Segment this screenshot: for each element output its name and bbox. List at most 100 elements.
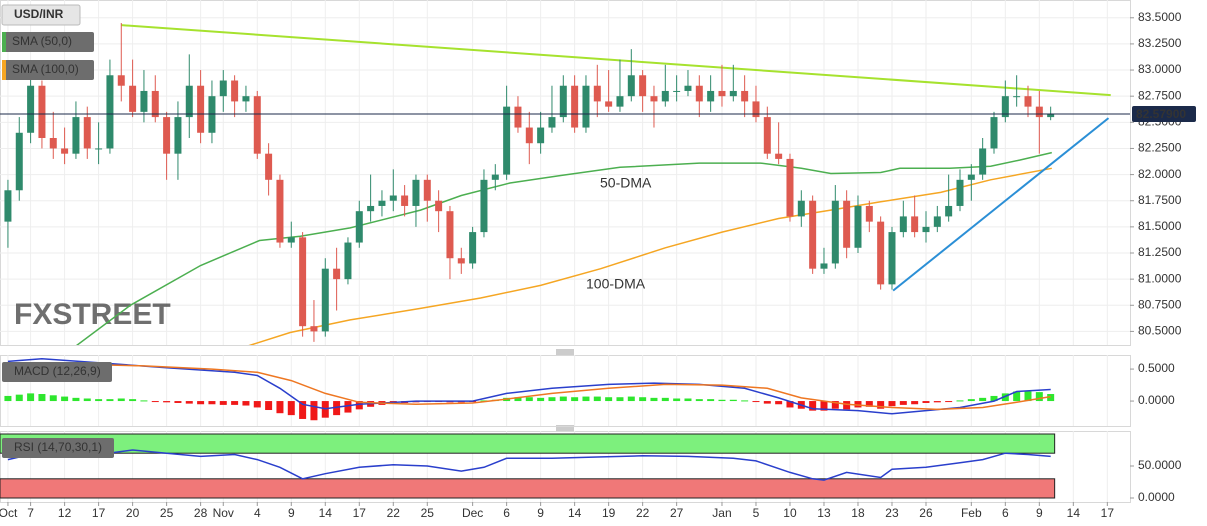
histogram-bar xyxy=(548,397,556,402)
x-tick-label: Nov xyxy=(213,506,234,520)
histogram-bar xyxy=(15,394,23,402)
histogram-bar xyxy=(242,401,250,406)
candle-body xyxy=(117,75,125,86)
histogram-bar xyxy=(299,401,307,419)
candle-body xyxy=(480,179,488,233)
histogram-bar xyxy=(49,395,57,402)
histogram-bar xyxy=(831,401,839,409)
x-tick-label: 6 xyxy=(503,506,510,520)
candle-body xyxy=(344,242,352,280)
x-tick-label: 25 xyxy=(160,506,174,520)
candle-body xyxy=(1001,96,1009,118)
histogram-bar xyxy=(1047,394,1055,402)
histogram-bar xyxy=(979,397,987,402)
y-tick-label: 0.0000 xyxy=(1138,490,1175,504)
histogram-bar xyxy=(775,401,783,405)
histogram-bar xyxy=(61,396,69,402)
histogram-bar xyxy=(865,401,873,407)
candle-body xyxy=(95,148,103,150)
x-tick-label: 12 xyxy=(58,506,72,520)
candle-body xyxy=(616,96,624,107)
candle-body xyxy=(333,268,341,280)
candle-body xyxy=(265,153,273,180)
histogram-bar xyxy=(820,401,828,411)
candle-body xyxy=(775,153,783,159)
candle-body xyxy=(605,101,613,107)
candle-body xyxy=(673,90,681,92)
candle-body xyxy=(287,237,295,243)
histogram-bar xyxy=(843,401,851,410)
candle-body xyxy=(140,90,148,112)
candle-body xyxy=(786,158,794,217)
candle-body xyxy=(435,200,443,212)
legend-box xyxy=(2,60,94,80)
histogram-bar xyxy=(684,398,692,402)
histogram-bar xyxy=(559,396,567,402)
last-price-box xyxy=(1132,106,1196,123)
candle-body xyxy=(83,117,91,149)
histogram-bar xyxy=(763,401,771,404)
plot-area xyxy=(4,355,1108,426)
histogram-bar xyxy=(276,401,284,414)
x-tick-label: Jan xyxy=(712,506,731,520)
candle-body xyxy=(797,200,805,217)
x-tick-label: 27 xyxy=(670,506,684,520)
histogram-bar xyxy=(72,397,80,402)
histogram-bar xyxy=(809,401,817,411)
candle-body xyxy=(15,132,23,191)
last-price-label: 82.57900 xyxy=(1136,107,1186,121)
series-line xyxy=(75,151,1052,345)
candle-body xyxy=(639,75,647,97)
histogram-bar xyxy=(480,400,488,402)
histogram-bar xyxy=(1035,392,1043,402)
candle-body xyxy=(741,90,749,102)
histogram-bar xyxy=(163,401,171,403)
candle-body xyxy=(956,179,964,206)
histogram-bar xyxy=(106,399,114,402)
legend-label: SMA (50,0) xyxy=(12,34,72,48)
histogram-bar xyxy=(310,401,318,421)
candle-body xyxy=(367,205,375,212)
rsi-band xyxy=(0,433,1056,454)
histogram-bar xyxy=(344,401,352,413)
candle-body xyxy=(707,90,715,102)
series-line xyxy=(7,358,1051,415)
candle-body xyxy=(695,85,703,102)
candle-body xyxy=(650,96,658,102)
histogram-bar xyxy=(129,399,137,402)
histogram-bar xyxy=(967,399,975,402)
x-tick-label: 25 xyxy=(421,506,435,520)
y-tick-label: 81.5000 xyxy=(1138,219,1182,233)
candle-body xyxy=(684,85,692,91)
candle-body xyxy=(106,75,114,149)
histogram-bar xyxy=(537,397,545,402)
legend-box xyxy=(2,32,94,52)
annotation: 100-DMA xyxy=(586,276,646,292)
candle-body xyxy=(503,106,511,175)
plot-area: FXSTREET xyxy=(0,0,1130,345)
x-tick-label: Feb xyxy=(961,506,982,520)
candle-body xyxy=(571,85,579,128)
histogram-bar xyxy=(752,401,760,403)
y-tick-label: 83.2500 xyxy=(1138,36,1182,50)
candle-body xyxy=(865,205,873,222)
histogram-bar xyxy=(956,400,964,402)
x-tick-label: 13 xyxy=(817,506,831,520)
histogram-bar xyxy=(650,397,658,402)
candle-body xyxy=(310,326,318,332)
legend-box xyxy=(1,4,81,26)
candle-body xyxy=(163,117,171,154)
candle-body xyxy=(151,90,159,118)
candle-body xyxy=(945,205,953,217)
candle-body xyxy=(593,85,601,102)
panel-label-box xyxy=(2,362,112,382)
x-tick-label: Oct xyxy=(0,506,18,520)
candle-body xyxy=(378,200,386,206)
y-tick-label: 82.0000 xyxy=(1138,167,1182,181)
candle-body xyxy=(718,90,726,97)
candle-body xyxy=(514,106,522,128)
rsi-band xyxy=(0,478,1056,499)
candle-body xyxy=(525,127,533,144)
y-tick-label: 81.0000 xyxy=(1138,271,1182,285)
